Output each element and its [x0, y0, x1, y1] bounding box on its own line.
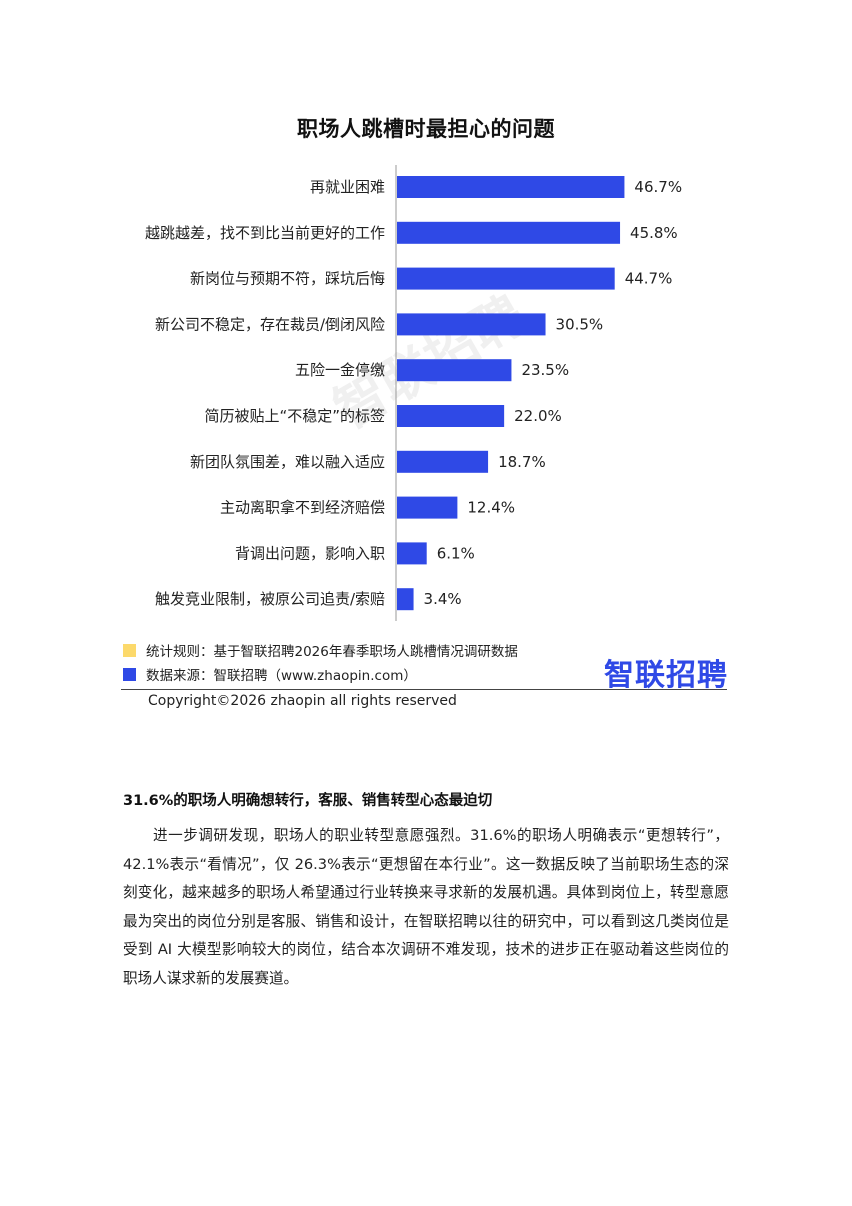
legend-yellow-square: [123, 643, 136, 657]
footnote-rule-text: 统计规则：基于智联招聘2026年春季职场人跳槽情况调研数据: [146, 644, 518, 660]
bar-chart: 再就业困难 46.7% 越跳越差，找不到比当前更好的工作 45.8% 新岗位与预期不符，…: [145, 165, 682, 621]
category-label-4: 五险一金停缴: [295, 361, 385, 379]
bar-7: [397, 496, 458, 519]
footnote-rule: 统计规则：基于智联招聘2026年春季职场人跳槽情况调研数据: [123, 640, 518, 660]
divider-line: [121, 689, 727, 690]
value-label-3: 30.5%: [556, 315, 604, 333]
footnote-source-text: 数据来源：智联招聘（www.zhaopin.com）: [146, 668, 417, 684]
category-label-9: 触发竞业限制，被原公司追责/索赔: [155, 590, 385, 608]
category-label-1: 越跳越差，找不到比当前更好的工作: [145, 224, 385, 242]
bar-8: [397, 542, 427, 565]
bar-4: [397, 359, 512, 382]
bar-6: [397, 450, 489, 473]
category-label-8: 背调出问题，影响入职: [235, 544, 385, 562]
value-label-4: 23.5%: [521, 361, 569, 379]
value-label-5: 22.0%: [514, 407, 562, 425]
value-label-1: 45.8%: [630, 224, 678, 242]
bar-3: [397, 313, 546, 336]
category-label-0: 再就业困难: [310, 178, 385, 196]
value-label-8: 6.1%: [437, 544, 475, 562]
footnote-source: 数据来源：智联招聘（www.zhaopin.com）: [123, 664, 417, 684]
value-label-6: 18.7%: [498, 453, 546, 471]
bar-2: [397, 267, 615, 290]
value-label-2: 44.7%: [625, 270, 673, 288]
body-paragraph: 进一步调研发现，职场人的职业转型意愿强烈。31.6%的职场人明确表示“更想转行”…: [123, 827, 729, 987]
bar-5: [397, 405, 505, 427]
category-label-5: 简历被贴上“不稳定”的标签: [204, 407, 385, 425]
bar-0: [397, 176, 625, 198]
value-label-9: 3.4%: [424, 590, 462, 608]
section-heading: 31.6%的职场人明确想转行，客服、销售转型心态最迫切: [123, 793, 493, 809]
copyright-text: Copyright©2026 zhaopin all rights reserv…: [148, 693, 457, 709]
value-label-7: 12.4%: [467, 499, 515, 517]
zhaopin-logo: 智联招聘: [604, 658, 728, 693]
category-label-3: 新公司不稳定，存在裁员/倒闭风险: [155, 315, 385, 333]
value-label-0: 46.7%: [634, 178, 682, 196]
category-label-7: 主动离职拿不到经济赔偿: [220, 499, 385, 517]
category-label-2: 新岗位与预期不符，踩坑后悔: [190, 270, 385, 288]
legend-blue-square: [123, 667, 136, 681]
category-label-6: 新团队氛围差，难以融入适应: [190, 453, 385, 471]
bar-9: [397, 588, 414, 611]
bar-1: [397, 221, 621, 244]
chart-title: 职场人跳槽时最担心的问题: [297, 117, 555, 141]
